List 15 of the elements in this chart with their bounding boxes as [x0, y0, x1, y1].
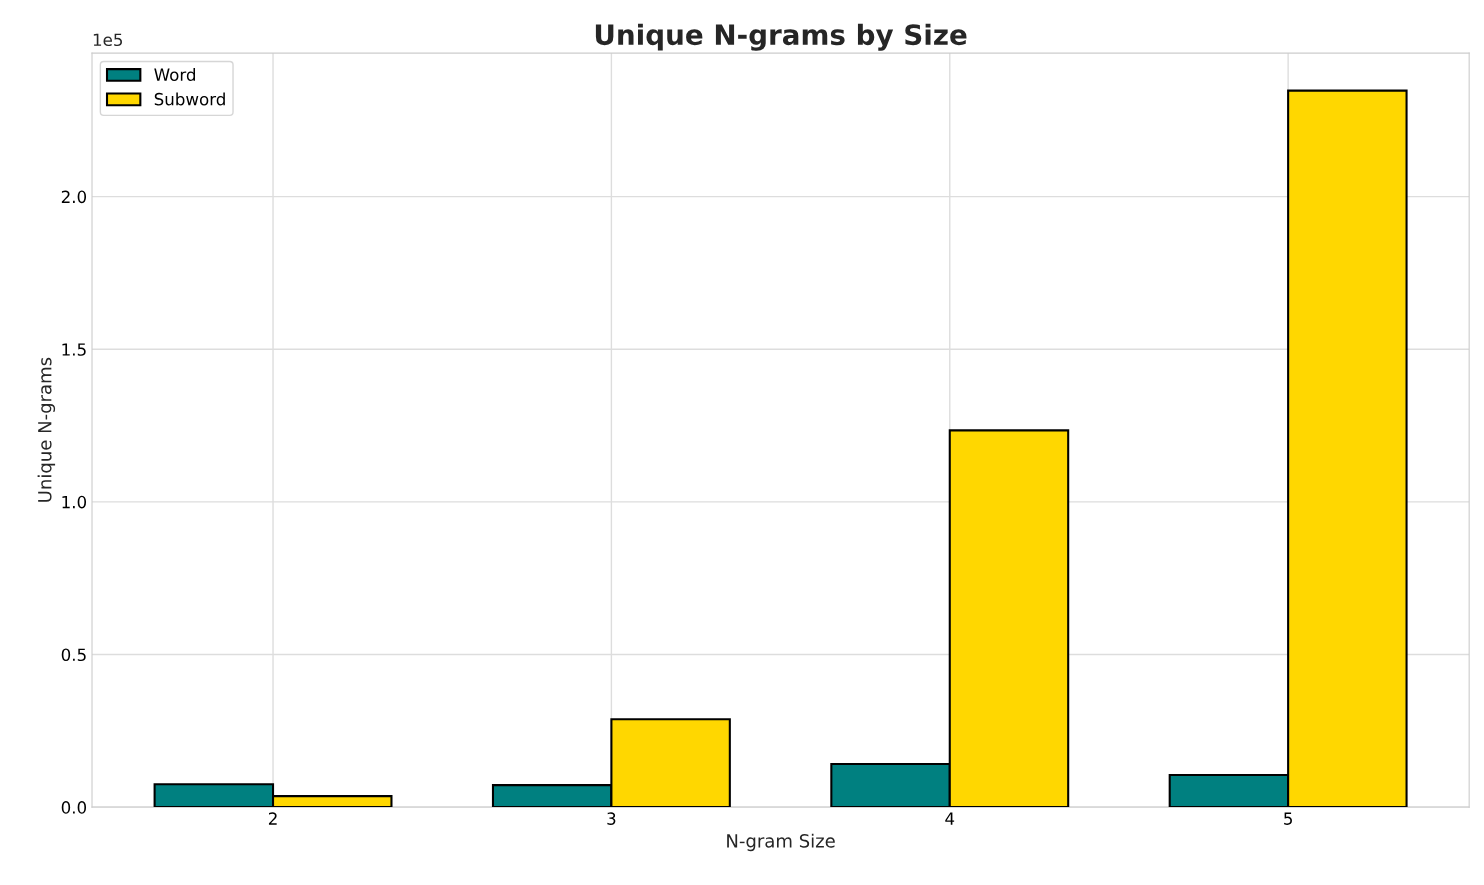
y-tick-label: 0.5: [61, 648, 86, 662]
chart-title: Unique N-grams by Size: [595, 23, 967, 51]
x-tick-label: 3: [607, 812, 616, 825]
x-tick-label: 2: [268, 812, 277, 825]
x-tick-label: 5: [1284, 812, 1292, 825]
y-tick-label: 1.0: [62, 495, 87, 509]
y-tick-label: 1.5: [62, 343, 86, 356]
y-tick-label: 0.0: [61, 801, 87, 814]
x-axis-title: N-gram Size: [727, 833, 835, 852]
x-tick-label: 4: [945, 812, 955, 825]
y-tick-label: 2.0: [61, 190, 87, 204]
legend-label: Subword: [154, 92, 225, 106]
text: 1e5: [93, 33, 123, 47]
y-axis-title: Unique N-grams: [37, 357, 56, 502]
legend-label: Word: [154, 68, 195, 81]
